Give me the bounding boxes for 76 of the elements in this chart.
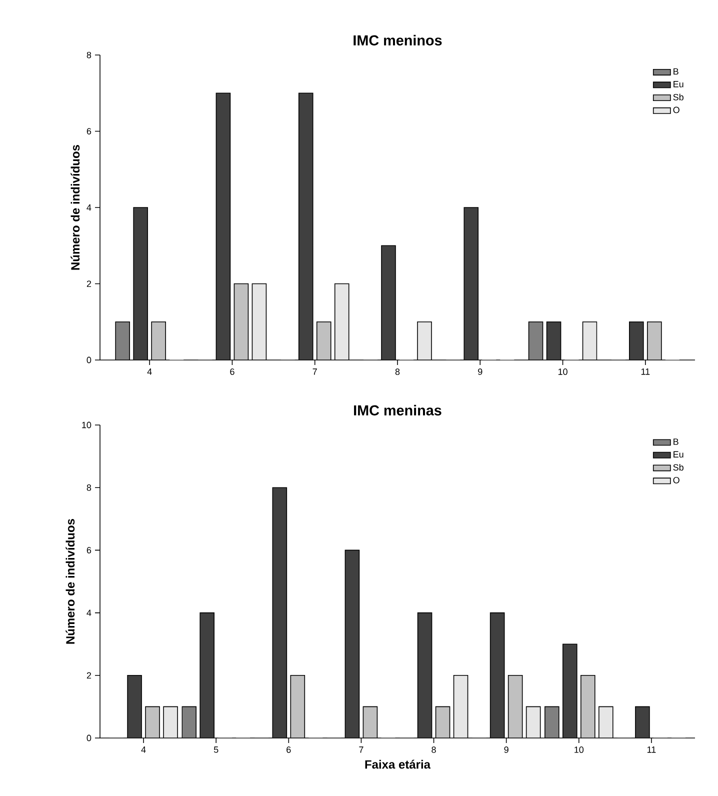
- y-tick-label: 6: [86, 128, 92, 134]
- bar: [234, 284, 248, 360]
- bar: [298, 93, 313, 360]
- bar: [647, 321, 662, 360]
- x-tick-label: 7: [359, 746, 364, 753]
- x-tick-label: 6: [286, 746, 291, 753]
- bar: [252, 284, 266, 360]
- bar: [629, 321, 644, 360]
- y-tick-label: 2: [86, 280, 92, 287]
- bar: [152, 322, 166, 360]
- bar: [116, 322, 130, 360]
- legend-label: O: [673, 106, 680, 114]
- x-tick-label: 10: [574, 746, 584, 753]
- y-tick-label: 0: [86, 734, 92, 742]
- legend-label: Eu: [674, 451, 684, 458]
- y-tick-label: 4: [86, 204, 92, 211]
- y-tick-label: 2: [86, 672, 92, 679]
- x-tick-label: 6: [230, 368, 234, 375]
- x-tick-label: 8: [395, 368, 400, 375]
- bar: [334, 284, 349, 360]
- x-tick-label: 4: [147, 368, 152, 375]
- legend-label: O: [673, 476, 680, 484]
- x-tick-label: 11: [641, 368, 650, 375]
- bar: [182, 706, 196, 738]
- x-tick-label: 11: [647, 746, 656, 753]
- y-tick-label: 8: [86, 52, 92, 58]
- bar: [562, 644, 577, 738]
- bar: [546, 322, 561, 360]
- y-tick-label: 6: [86, 547, 92, 554]
- y-tick-label: 4: [86, 610, 92, 616]
- bar: [216, 93, 230, 360]
- bar: [345, 550, 360, 738]
- bar: [290, 675, 305, 738]
- bar: [526, 706, 540, 738]
- y-tick-label: 8: [86, 484, 92, 491]
- bar: [134, 208, 148, 360]
- bar: [316, 322, 331, 360]
- bar: [200, 612, 214, 738]
- legend-label: Eu: [674, 81, 684, 88]
- bar: [582, 321, 598, 360]
- x-tick-label: 10: [558, 368, 568, 375]
- bar: [417, 322, 432, 360]
- x-tick-label: 4: [141, 746, 146, 753]
- chart-title: IMC meninos: [354, 34, 442, 46]
- bar: [598, 706, 614, 738]
- bar: [490, 612, 504, 738]
- bar: [272, 488, 287, 738]
- bar: [128, 675, 142, 738]
- bar: [418, 612, 432, 738]
- x-tick-label: 8: [432, 746, 436, 753]
- y-tick-label: 10: [82, 422, 92, 428]
- legend-label: Sb: [673, 464, 684, 471]
- x-tick-label: 9: [478, 368, 482, 375]
- bar: [454, 675, 468, 738]
- bar: [464, 208, 478, 360]
- bar: [164, 706, 178, 738]
- legend-label: Sb: [673, 94, 684, 100]
- bar: [635, 706, 650, 738]
- chart-title: IMC meninas: [354, 404, 442, 416]
- y-axis-title: Número de indivíduos: [66, 518, 75, 644]
- bar: [363, 706, 378, 738]
- bar: [381, 246, 396, 360]
- x-tick-label: 7: [312, 368, 317, 375]
- bar: [508, 675, 522, 738]
- y-tick-label: 0: [86, 356, 92, 364]
- bar: [146, 706, 160, 738]
- legend-label: B: [674, 438, 678, 445]
- x-tick-label: 9: [504, 746, 508, 753]
- bar: [528, 321, 544, 360]
- x-tick-label: 5: [214, 746, 218, 753]
- x-axis-title: Faixa etária: [365, 760, 431, 769]
- legend-label: B: [674, 68, 678, 75]
- y-axis-title: Número de indivíduos: [70, 144, 80, 270]
- bar: [436, 706, 450, 738]
- bar: [580, 674, 596, 738]
- bar: [544, 706, 560, 738]
